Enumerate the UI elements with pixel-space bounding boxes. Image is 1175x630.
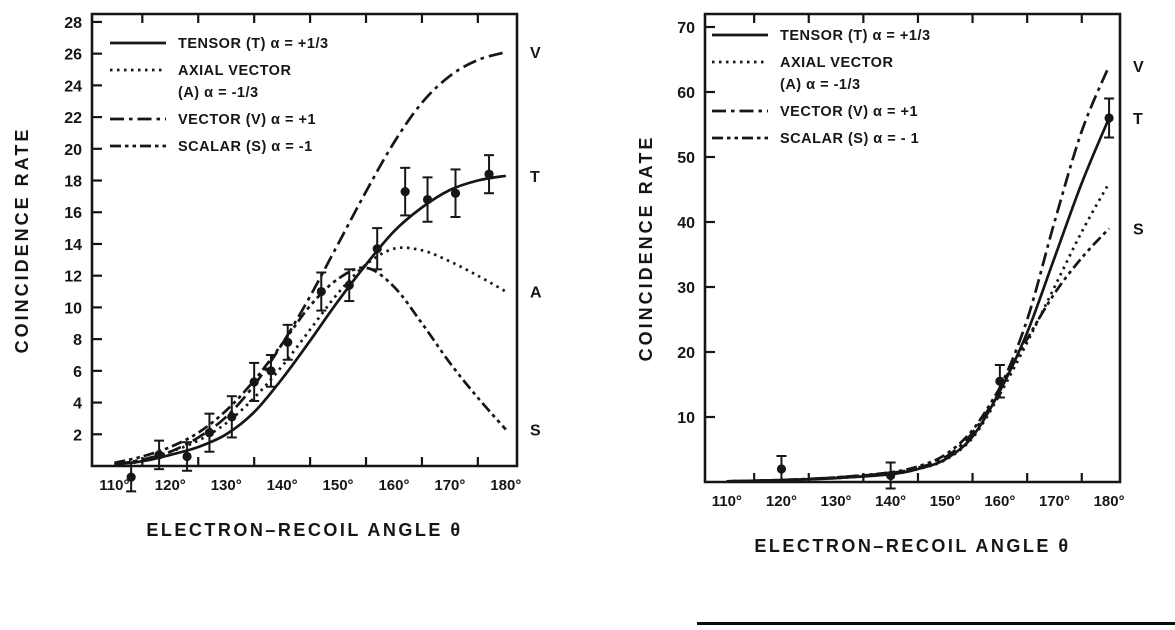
data-point [154, 450, 164, 460]
x-tick-label: 130° [821, 493, 852, 510]
data-point [372, 244, 382, 254]
data-point [316, 286, 326, 297]
x-tick-label: 170° [1039, 493, 1070, 510]
legend-label: (A) α = -1/3 [780, 77, 861, 93]
data-point [182, 451, 192, 462]
y-tick-label: 50 [677, 150, 695, 167]
x-tick-label: 150° [323, 477, 354, 494]
x-tick-label: 180° [1094, 493, 1125, 510]
x-tick-label: 160° [378, 477, 409, 494]
data-point [484, 169, 494, 179]
curve-end-label: S [530, 423, 541, 440]
series-curve-T [114, 174, 507, 466]
y-tick-label: 26 [64, 47, 82, 64]
data-point [1104, 113, 1114, 123]
y-tick-label: 30 [677, 280, 695, 297]
legend-label: VECTOR (V) α = +1 [178, 112, 316, 128]
y-tick-label: 10 [64, 300, 82, 317]
data-point [249, 377, 259, 387]
series-curve-V [726, 65, 1111, 483]
series-curve-S [726, 227, 1111, 483]
x-tick-label: 140° [267, 477, 298, 494]
x-tick-label: 110° [712, 493, 742, 510]
y-tick-label: 24 [64, 78, 82, 95]
curve-end-label: T [530, 169, 540, 186]
x-tick-label: 180° [490, 477, 521, 494]
left-chart: 110° 120° 130° 140° 150° 160° 170° 180°24681012… [12, 12, 542, 540]
legend-label: TENSOR (T) α = +1/3 [780, 28, 931, 44]
y-tick-label: 16 [64, 205, 82, 222]
legend-label: TENSOR (T) α = +1/3 [178, 36, 329, 52]
curve-end-label: T [1133, 111, 1143, 128]
legend-label: SCALAR (S) α = -1 [178, 139, 313, 155]
data-point [995, 376, 1005, 386]
legend-label: AXIAL VECTOR [178, 63, 291, 79]
scan-artifact-line [697, 622, 1175, 625]
series-curve-A [114, 246, 507, 466]
data-point [400, 187, 410, 197]
data-point [283, 337, 293, 347]
y-axis-title: COINCIDENCE RATE [12, 127, 32, 354]
curve-end-label: V [1133, 59, 1144, 76]
data-point [126, 472, 136, 482]
series-curve-S [114, 266, 507, 465]
curve-end-label: S [1133, 222, 1144, 239]
y-tick-label: 12 [64, 269, 82, 286]
y-tick-label: 14 [64, 237, 82, 254]
y-tick-label: 60 [677, 85, 695, 102]
data-point [204, 428, 215, 438]
y-tick-label: 28 [64, 15, 82, 32]
data-point [227, 412, 237, 422]
y-tick-label: 4 [73, 396, 82, 413]
y-tick-label: 22 [64, 110, 82, 127]
legend-label: VECTOR (V) α = +1 [780, 104, 918, 120]
series-curve-T [726, 117, 1111, 483]
y-tick-label: 40 [677, 215, 695, 232]
y-tick-label: 10 [677, 410, 695, 427]
data-point [886, 470, 896, 481]
x-tick-label: 160° [984, 493, 1015, 510]
legend-label: (A) α = -1/3 [178, 85, 259, 101]
x-axis-title: ELECTRON–RECOIL ANGLE θ [754, 536, 1070, 556]
x-tick-label: 140° [875, 493, 906, 510]
y-tick-label: 18 [64, 174, 82, 191]
y-tick-label: 8 [73, 332, 82, 349]
y-tick-label: 20 [64, 142, 82, 159]
curve-end-label: V [530, 45, 541, 62]
curve-end-label: A [530, 285, 542, 302]
x-tick-label: 120° [155, 477, 186, 494]
x-tick-label: 110° [99, 477, 129, 494]
data-point [776, 464, 787, 474]
data-point [266, 366, 276, 376]
data-point [422, 194, 433, 205]
x-axis-title: ELECTRON–RECOIL ANGLE θ [146, 520, 462, 540]
x-tick-label: 170° [434, 477, 465, 494]
x-tick-label: 120° [766, 493, 797, 510]
data-point [450, 188, 461, 198]
y-tick-label: 6 [73, 364, 82, 381]
plot-frame [703, 12, 1122, 484]
data-point [344, 280, 354, 290]
x-tick-label: 130° [211, 477, 242, 494]
legend-label: AXIAL VECTOR [780, 55, 893, 71]
legend-label: SCALAR (S) α = - 1 [780, 131, 919, 147]
y-tick-label: 70 [677, 20, 695, 37]
right-chart: 110° 120° 130° 140° 150° 160° 170° 180° 10 20 30 40… [636, 12, 1144, 556]
series-curve-V [114, 50, 507, 466]
left-chart: 110° 120° 130° 140° 150° 160° 170° 180°24681012… [12, 12, 542, 540]
y-tick-label: 2 [73, 427, 82, 444]
y-axis-title: COINCIDENCE RATE [636, 135, 656, 362]
right-chart: 110° 120° 130° 140° 150° 160° 170° 180° 10 20 30 40… [636, 12, 1144, 556]
plot-frame [90, 12, 519, 468]
x-tick-label: 150° [930, 493, 961, 510]
y-tick-label: 20 [677, 345, 695, 362]
